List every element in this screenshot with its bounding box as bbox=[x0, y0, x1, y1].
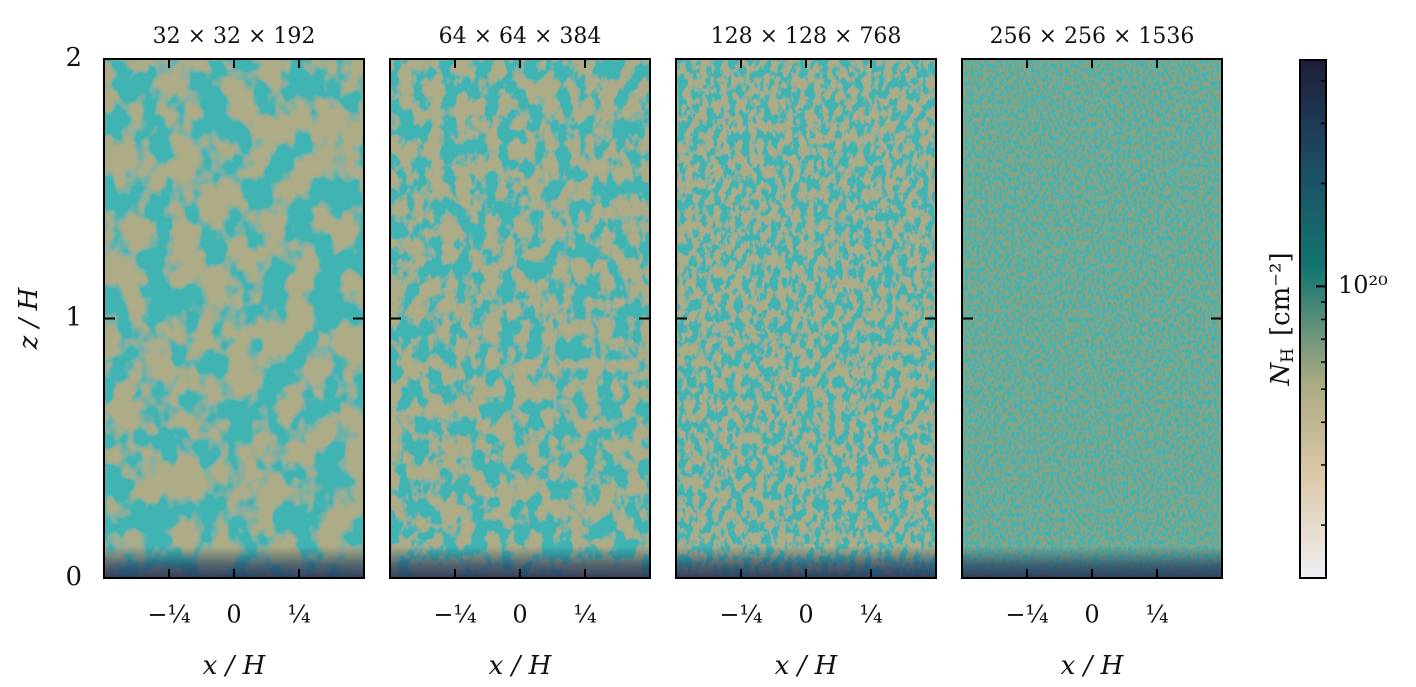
x-axis-label: x / H bbox=[489, 651, 553, 681]
y-tick-label: 0 bbox=[65, 562, 82, 592]
panel-title: 64 × 64 × 384 bbox=[439, 24, 602, 49]
panel-title: 256 × 256 × 1536 bbox=[990, 24, 1195, 49]
x-tick-label: −¼ bbox=[433, 601, 476, 629]
x-tick-label: 0 bbox=[798, 601, 813, 629]
y-tick-label: 1 bbox=[65, 303, 82, 333]
panel-title: 32 × 32 × 192 bbox=[153, 24, 316, 49]
x-tick-label: ¼ bbox=[287, 601, 310, 629]
x-tick-label: ¼ bbox=[573, 601, 596, 629]
x-tick-label: −¼ bbox=[719, 601, 762, 629]
colorbar-tick-label: 10²⁰ bbox=[1338, 271, 1388, 299]
panel-title: 128 × 128 × 768 bbox=[711, 24, 902, 49]
x-tick-label: 0 bbox=[226, 601, 241, 629]
heatmap-image bbox=[390, 59, 650, 578]
y-axis-label: z / H bbox=[14, 286, 44, 350]
x-axis-label: x / H bbox=[1061, 651, 1125, 681]
x-tick-label: ¼ bbox=[859, 601, 882, 629]
colorbar-label-sub: H bbox=[1278, 348, 1298, 363]
colorbar-label-unit: [cm⁻²] bbox=[1266, 252, 1296, 336]
heatmap-image bbox=[676, 59, 936, 578]
x-axis-label: x / H bbox=[775, 651, 839, 681]
colorbar-label-symbol: N bbox=[1266, 362, 1296, 387]
x-axis-label: x / H bbox=[203, 651, 267, 681]
heatmap-image bbox=[104, 59, 364, 578]
x-tick-label: ¼ bbox=[1145, 601, 1168, 629]
x-tick-label: 0 bbox=[512, 601, 527, 629]
y-tick-label: 2 bbox=[65, 43, 82, 73]
x-tick-label: 0 bbox=[1084, 601, 1099, 629]
colorbar-label: NH [cm⁻²] bbox=[1266, 252, 1298, 386]
x-tick-label: −¼ bbox=[1005, 601, 1048, 629]
heatmap-image bbox=[962, 59, 1222, 578]
x-tick-label: −¼ bbox=[147, 601, 190, 629]
